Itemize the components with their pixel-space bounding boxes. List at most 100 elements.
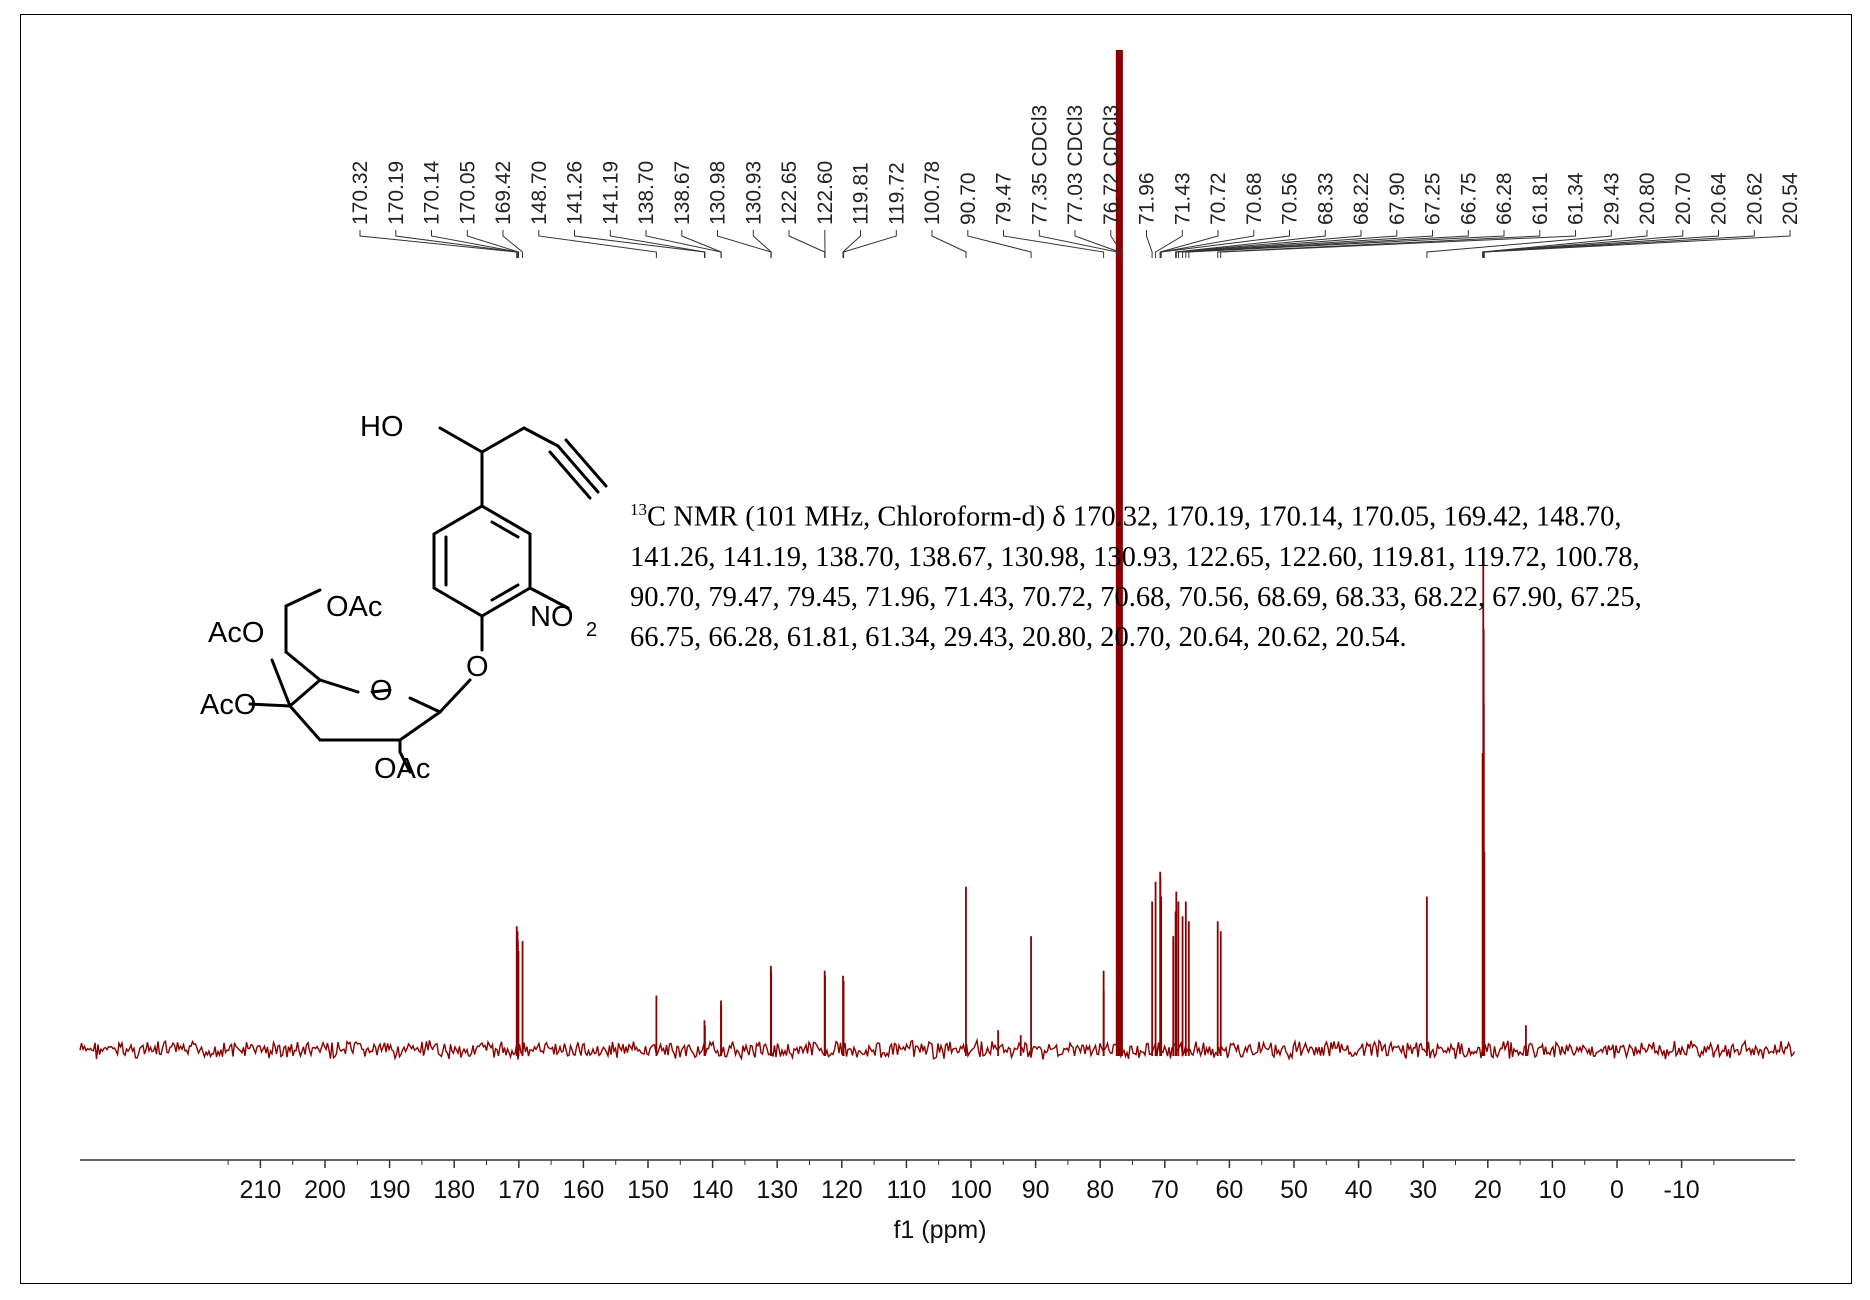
peak-label-connector [752,230,772,258]
peak-label-connector [1074,230,1120,258]
peak-label: 67.90 [1386,172,1409,225]
nmr-description: 13C NMR (101 MHz, Chloroform-d) δ 170.32… [630,490,1670,658]
peak-label: 141.26 [564,161,587,225]
peak-label-connector [1155,230,1183,258]
peak-label: 170.05 [456,161,479,225]
bond [398,710,442,742]
alkyne-bond [556,444,600,494]
peak-label: 67.25 [1422,172,1445,225]
peak-label-connector [609,230,706,258]
peak-label: 169.42 [492,161,515,225]
peak-label: 90.70 [957,172,980,225]
peak-label-connector [931,230,967,258]
peak-label-connector [1175,230,1326,258]
bond [284,588,322,608]
peak-label-connector [1146,230,1153,258]
peak-label: 70.72 [1207,172,1230,225]
x-tick-label: 80 [1086,1176,1114,1204]
peak-label: 70.56 [1279,172,1302,225]
x-tick-label: 90 [1022,1176,1050,1204]
peak-label: 76.72 CDCl3 [1100,105,1123,225]
x-tick-label: 100 [950,1176,992,1204]
isotope-superscript: 13 [630,500,647,519]
x-tick-label: 190 [369,1176,411,1204]
bond [284,650,322,682]
peak-label-connector [1426,230,1612,258]
alkyne-bond [548,450,592,500]
x-tick-label: 60 [1215,1176,1243,1204]
peak-label-connector [1482,230,1648,258]
bond [288,704,322,742]
bond [438,426,484,454]
peak-label: 170.14 [421,160,444,225]
x-tick-label: 120 [821,1176,863,1204]
peak-label-connector [1003,230,1105,258]
glycosidic-oxygen-label: O [466,651,489,683]
structure-labels: HO OAc AcO AcO O O OAc NO 2 [200,411,597,785]
peak-label-connector [1188,230,1505,258]
peak-label: 61.34 [1565,172,1588,225]
peak-label-connector [431,230,519,258]
peak-label: 20.54 [1779,172,1802,225]
peak-label-connector [1220,230,1576,258]
x-tick-label: 180 [433,1176,475,1204]
peak-label-connector [1160,230,1290,258]
nitro-subscript: 2 [586,619,597,641]
peak-label-connector [1110,230,1122,258]
x-tick-label: 110 [886,1176,926,1204]
peak-label: 119.72 [885,162,908,225]
bond [288,678,322,708]
peak-label: 141.19 [599,161,622,225]
peak-label: 68.22 [1350,172,1373,225]
peak-label: 66.28 [1493,172,1516,225]
peak-label: 68.33 [1314,172,1337,225]
chemical-structure [248,426,608,774]
peak-label-connector [359,230,518,258]
figure-frame [20,14,1852,1284]
x-tick-label: 130 [756,1176,798,1204]
aromatic-bond [490,583,520,602]
peak-label: 79.47 [993,172,1016,225]
x-tick-label: -10 [1664,1176,1700,1204]
bond [438,678,472,714]
peak-label: 130.98 [707,161,730,225]
peak-label: 100.78 [921,161,944,225]
alkyne-bond [564,438,608,488]
x-tick-label: 200 [304,1176,346,1204]
ring-oxygen-label: O [370,675,393,707]
x-tick-label: 160 [563,1176,605,1204]
peak-label: 170.19 [385,161,408,225]
peak-label-group: 170.32 170.19 170.14 170.05 169.42 148.70 141.… [349,105,1802,258]
peak-label: 20.80 [1636,172,1659,225]
peak-label-connector [1177,230,1398,258]
peak-label-connector [1038,230,1118,258]
peak-label-connector [843,230,897,258]
x-axis-title: f1 (ppm) [893,1216,986,1244]
peak-label: 29.43 [1600,172,1623,225]
bond [270,658,292,708]
peak-label-connector [1175,230,1362,258]
peak-label: 77.03 CDCl3 [1064,105,1087,225]
peak-label-connector [1217,230,1541,258]
peak-label: 77.35 CDCl3 [1028,105,1051,225]
peak-label-connector [788,230,826,258]
bond [528,586,570,610]
peak-label: 122.65 [778,161,801,225]
x-tick-label: 40 [1345,1176,1373,1204]
peak-label: 71.96 [1136,172,1159,225]
bond [522,426,560,448]
x-tick-label: 170 [498,1176,540,1204]
bond [248,702,292,708]
hydroxyl-label: HO [360,411,404,443]
nitro-label: NO [530,601,574,633]
peak-label: 70.68 [1243,172,1266,225]
bond [318,678,360,694]
spectrum-peaks [515,50,1527,1056]
x-tick-label: 210 [240,1176,282,1204]
x-tick-label: 150 [627,1176,669,1204]
peak-label-connector [967,230,1032,258]
peak-label: 170.32 [349,161,372,225]
baseline-noise [79,1037,1796,1061]
bond [480,426,526,454]
peak-label: 138.70 [635,161,658,225]
